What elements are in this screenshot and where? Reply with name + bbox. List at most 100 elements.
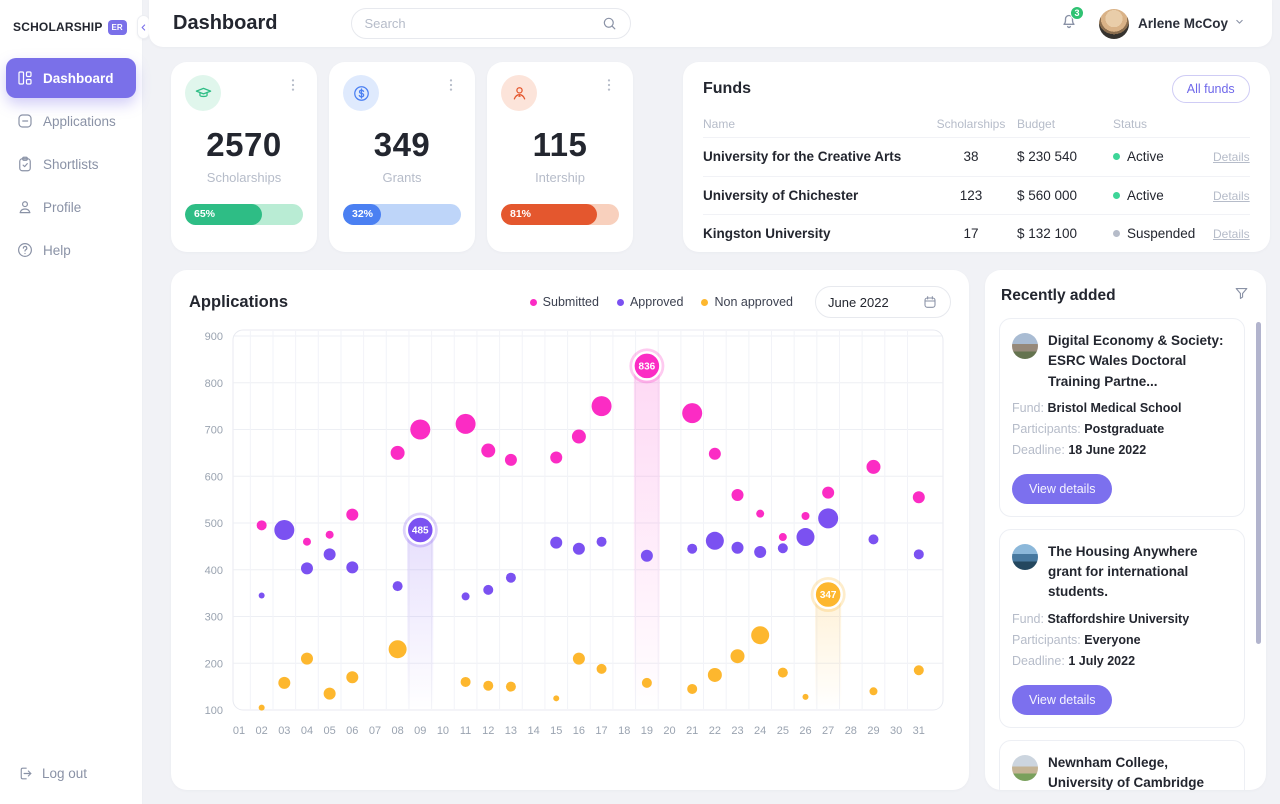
applications-card: Applications Submitted Approved Non approv… <box>171 270 969 790</box>
participants-line: Participants: Everyone <box>1012 632 1141 647</box>
svg-text:23: 23 <box>731 725 743 737</box>
svg-text:01: 01 <box>233 725 245 737</box>
logo-badge: ER <box>107 19 127 35</box>
svg-text:10: 10 <box>437 725 449 737</box>
stat-value: 2570 <box>206 126 282 163</box>
profile-icon <box>16 198 34 216</box>
fund-scholarships: 123 <box>959 187 983 203</box>
svg-text:03: 03 <box>278 725 290 737</box>
top-right-cluster: 3 Arlene McCoy <box>1059 6 1272 39</box>
graduation-cap-icon <box>185 75 221 111</box>
applications-chart[interactable]: 100 200 300 400 500 600 700 800 900 01 02 03 04 05 06 0… <box>189 328 951 774</box>
university-building-photo <box>1012 333 1038 359</box>
shortlists-icon <box>16 155 34 173</box>
svg-text:20: 20 <box>663 725 675 737</box>
college-lawn-photo <box>1012 754 1038 781</box>
stat-value: 115 <box>532 126 588 163</box>
search-icon <box>604 17 616 30</box>
svg-text:700: 700 <box>205 425 223 437</box>
view-details-button[interactable]: View details <box>1012 473 1113 504</box>
bell-icon <box>1063 14 1075 29</box>
filter-funnel-icon <box>1235 287 1248 300</box>
svg-text:21: 21 <box>686 725 698 737</box>
table-row: University for the Creative Arts 38 $ 23… <box>703 137 1250 176</box>
svg-text:16: 16 <box>573 725 585 737</box>
recently-added-card: Digital Economy & Society: ESRC Wales Do… <box>999 318 1245 517</box>
details-link[interactable]: Details <box>1213 150 1250 165</box>
user-name: Arlene McCoy <box>1137 16 1228 31</box>
col-scholarships: Scholarships <box>936 117 1006 131</box>
user-menu-button[interactable] <box>1233 15 1246 33</box>
fund-budget: $ 560 000 <box>1017 187 1078 203</box>
sidebar-item-label: Applications <box>43 113 116 129</box>
status-badge: Suspended <box>1113 226 1213 241</box>
svg-text:300: 300 <box>205 612 223 624</box>
svg-text:836: 836 <box>639 361 656 372</box>
svg-text:07: 07 <box>369 725 381 737</box>
fund-scholarships: 17 <box>963 226 979 242</box>
notifications-button[interactable]: 3 <box>1059 6 1084 36</box>
fund-line: Fund: Bristol Medical School <box>1012 400 1182 415</box>
sidebar-item-profile[interactable]: Profile <box>6 187 136 227</box>
legend-dot <box>701 298 709 306</box>
sidebar-item-label: Shortlists <box>43 156 99 172</box>
fund-name: Kingston University <box>703 226 831 242</box>
svg-text:06: 06 <box>346 725 358 737</box>
svg-text:11: 11 <box>460 725 471 737</box>
all-funds-button[interactable]: All funds <box>1171 75 1250 103</box>
sidebar: SCHOLARSHIP ER Dashboard Applications Shor… <box>0 0 150 804</box>
sidebar-item-dashboard[interactable]: Dashboard <box>6 58 136 98</box>
svg-text:400: 400 <box>205 565 223 577</box>
participants-line: Participants: Postgraduate <box>1012 421 1165 436</box>
svg-text:500: 500 <box>205 518 223 530</box>
sidebar-item-help[interactable]: Help <box>6 230 136 270</box>
status-badge: Active <box>1113 149 1213 164</box>
stat-label: Grants <box>382 170 422 185</box>
legend-dot <box>529 298 537 306</box>
intern-icon <box>501 75 537 111</box>
details-link[interactable]: Details <box>1213 227 1250 242</box>
chevron-down-icon <box>1236 19 1243 24</box>
search-input[interactable] <box>364 16 594 31</box>
filter-button[interactable] <box>1233 285 1250 307</box>
user-avatar[interactable] <box>1098 8 1129 39</box>
legend-item: Approved <box>616 295 683 309</box>
svg-text:100: 100 <box>205 705 223 717</box>
stat-card-grants: 349 Grants 32% <box>329 62 475 252</box>
period-select[interactable]: June 2022 <box>815 286 951 318</box>
details-link[interactable]: Details <box>1213 188 1250 203</box>
page-title: Dashboard <box>173 12 278 34</box>
calendar-icon <box>924 296 936 308</box>
svg-text:27: 27 <box>822 725 834 737</box>
sidebar-item-applications[interactable]: Applications <box>6 101 136 141</box>
sidebar-collapse-button[interactable] <box>136 15 150 39</box>
kebab-menu-icon[interactable] <box>599 75 619 100</box>
notification-badge: 3 <box>1069 6 1084 20</box>
stat-progress-value: 32% <box>343 204 381 225</box>
kebab-menu-icon[interactable] <box>283 75 303 100</box>
dollar-icon <box>343 75 379 111</box>
sidebar-nav: Dashboard Applications Shortlists Profile He… <box>0 58 142 270</box>
sidebar-item-shortlists[interactable]: Shortlists <box>6 144 136 184</box>
col-budget: Budget <box>1017 117 1056 131</box>
view-details-button[interactable]: View details <box>1012 684 1113 715</box>
svg-text:22: 22 <box>709 725 721 737</box>
svg-text:800: 800 <box>205 378 223 390</box>
funds-table: Name Scholarships Budget Status Universit… <box>703 111 1250 253</box>
logout-button[interactable]: Log out <box>17 765 87 782</box>
search-box[interactable] <box>351 8 632 39</box>
col-name: Name <box>703 117 736 131</box>
kebab-menu-icon[interactable] <box>441 75 461 100</box>
logo: SCHOLARSHIP ER <box>0 0 150 55</box>
panel-scrollbar[interactable] <box>1256 322 1261 644</box>
funds-table-header: Name Scholarships Budget Status <box>703 111 1250 137</box>
svg-text:18: 18 <box>618 725 630 737</box>
svg-text:31: 31 <box>913 725 925 737</box>
scholarship-title: Digital Economy & Society: ESRC Wales Do… <box>1048 333 1224 389</box>
svg-text:29: 29 <box>867 725 879 737</box>
svg-text:30: 30 <box>890 725 902 737</box>
stat-label: Scholarships <box>206 170 282 185</box>
svg-text:02: 02 <box>256 725 268 737</box>
sidebar-item-label: Dashboard <box>43 70 114 86</box>
sidebar-item-label: Help <box>43 242 71 258</box>
